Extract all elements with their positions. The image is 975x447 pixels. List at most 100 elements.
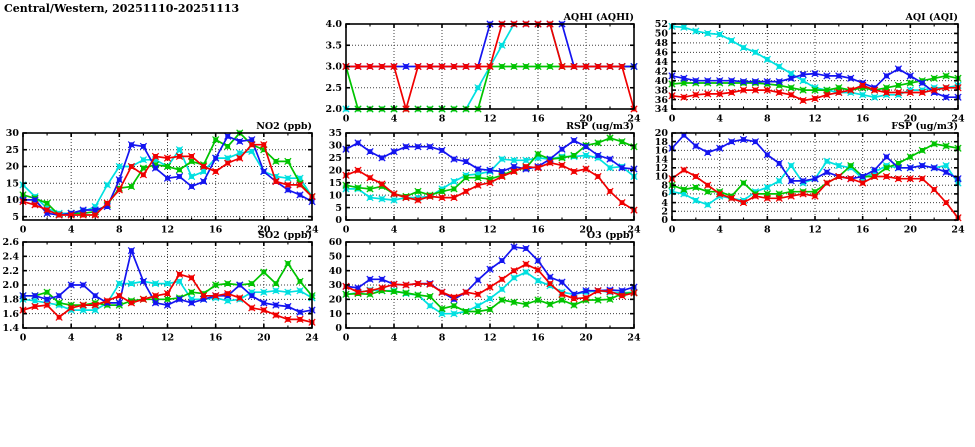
series-marker (116, 187, 122, 193)
series-marker (595, 288, 601, 294)
series-marker (213, 169, 219, 174)
y-tick-label: 4 (661, 198, 668, 209)
series-marker (741, 200, 746, 205)
x-tick-label: 12 (483, 225, 496, 236)
x-tick-label: 4 (391, 225, 398, 236)
x-tick-label: 4 (391, 114, 398, 125)
chart-aqhi: 2.0 2.5 3.0 3.5 4.0 0 4 8 12 16 20 24 AQHI (AQHI) (306, 8, 650, 130)
series-marker (104, 182, 110, 188)
series-marker (681, 75, 687, 81)
series-marker (249, 142, 255, 148)
y-tick-label: 6 (661, 189, 668, 200)
y-tick-label: 0 (661, 215, 668, 226)
y-tick-label: 2.2 (2, 266, 19, 277)
series-marker (535, 155, 541, 161)
x-tick-label: 12 (161, 333, 174, 344)
series-marker (788, 75, 794, 81)
series-marker (619, 288, 625, 294)
y-tick-label: 10 (329, 190, 343, 201)
series-marker (741, 137, 746, 142)
series-marker (523, 261, 529, 267)
y-tick-label: 30 (6, 128, 20, 139)
series-marker (285, 289, 291, 295)
series-marker (499, 297, 505, 303)
series-marker (415, 197, 421, 203)
series-marker (427, 194, 433, 199)
series-marker (427, 294, 433, 299)
y-tick-label: 10 (6, 195, 20, 206)
series-marker (717, 32, 723, 37)
series-marker (379, 155, 385, 161)
series-marker (249, 137, 255, 143)
series-marker (583, 166, 589, 172)
series-marker (511, 299, 517, 305)
series-marker (607, 189, 613, 194)
series-marker (884, 165, 889, 171)
series-red (668, 166, 962, 222)
series-marker (896, 66, 901, 72)
series-marker (104, 200, 110, 206)
series-marker (595, 297, 601, 303)
chart-o3-svg: 0 10 20 30 40 50 60 0 4 8 12 16 20 24 O3 (ppb) (329, 230, 641, 344)
series-marker (943, 163, 949, 168)
series-marker (559, 146, 565, 152)
axes (345, 241, 635, 329)
series-marker (547, 274, 553, 280)
series-marker (583, 295, 589, 301)
series-marker (355, 64, 361, 69)
series-marker (273, 281, 279, 286)
series-marker (753, 193, 758, 199)
series-marker (379, 64, 385, 69)
series-marker (511, 268, 517, 274)
x-tick-label: 20 (904, 225, 918, 236)
page-title: Central/Western, 20251110-20251113 (4, 2, 240, 15)
series-marker (824, 158, 830, 164)
series-marker (753, 87, 758, 93)
series-marker (355, 140, 361, 146)
series-marker (32, 197, 38, 203)
x-tick-label: 12 (483, 333, 496, 344)
series-marker (681, 24, 687, 30)
series-marker (403, 64, 409, 69)
y-tick-label: 15 (329, 178, 342, 189)
series-marker (559, 155, 565, 161)
series-marker (213, 137, 219, 143)
series-marker (896, 90, 901, 95)
series-marker (463, 289, 469, 295)
series-marker (776, 161, 782, 166)
x-tick-label: 0 (343, 333, 350, 344)
series-marker (463, 64, 469, 69)
series-marker (717, 78, 723, 84)
series-marker (475, 291, 481, 297)
series-marker (391, 289, 397, 294)
series-marker (44, 207, 50, 213)
y-tick-label: 15 (6, 178, 19, 189)
series-marker (776, 79, 782, 84)
y-tick-label: 3.5 (325, 40, 342, 51)
series-marker (285, 261, 291, 266)
x-tick-label: 24 (627, 225, 641, 236)
series-marker (165, 281, 170, 286)
axes (671, 23, 959, 110)
series-marker (824, 73, 830, 79)
series-marker (800, 78, 806, 84)
series-marker (285, 187, 291, 193)
y-tick-label: 5 (12, 212, 19, 223)
x-tick-label: 0 (20, 225, 27, 236)
series-marker (451, 195, 457, 200)
series-marker (297, 192, 303, 198)
y-tick-label: 36 (655, 95, 669, 106)
series-marker (931, 187, 937, 192)
series-marker (297, 279, 303, 284)
series-marker (451, 303, 457, 309)
x-tick-label: 0 (669, 114, 676, 125)
series-marker (919, 163, 925, 168)
series-marker (583, 144, 589, 150)
series-marker (141, 279, 146, 284)
x-tick-label: 16 (209, 225, 223, 236)
y-tick-label: 52 (655, 19, 668, 30)
series-marker (812, 189, 818, 195)
series-marker (237, 295, 243, 301)
series-marker (237, 155, 243, 161)
series-marker (225, 298, 231, 304)
